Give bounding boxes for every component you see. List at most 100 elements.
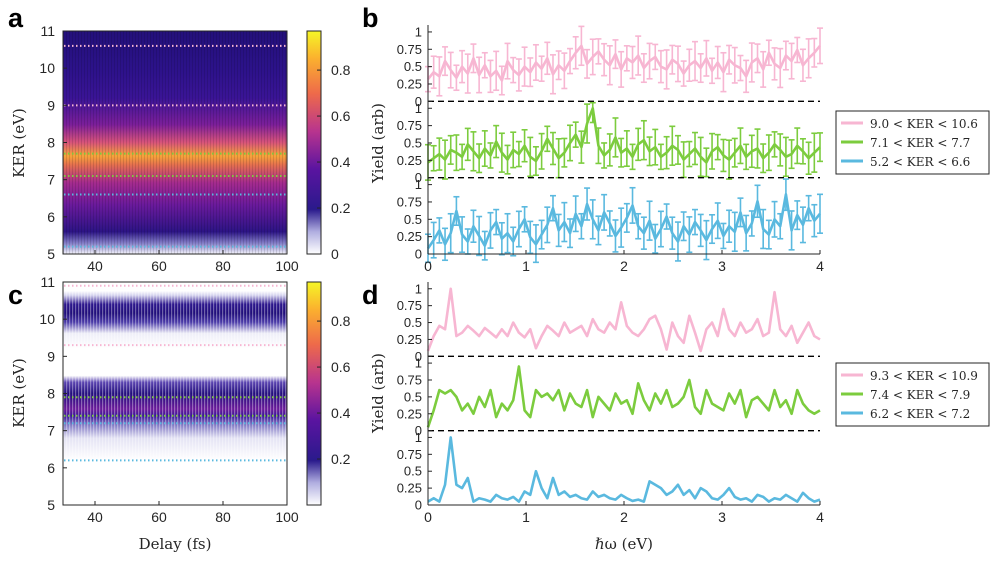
legend-label: 5.2 < KER < 6.6 [870,155,970,169]
y-tick-label: 0.25 [397,229,422,244]
series-line [427,436,821,503]
x-tick-label: 3 [718,258,726,274]
legend-label: 9.0 < KER < 10.6 [870,117,978,131]
line-chart-d: 00.250.50.75100.250.50.75100.250.50.7510… [397,281,824,525]
x-tick-label: 4 [816,258,824,274]
y-tick-label: 1 [415,177,422,192]
y-tick-label: 0.25 [397,76,422,91]
y-tick-label: 0 [415,94,422,109]
colorbar-c-bar [306,281,322,506]
y-tick-label: 6 [47,209,55,225]
y-tick-label: 0 [415,247,422,262]
y-tick-label: 0.75 [397,372,422,387]
x-tick-label: 3 [718,509,726,525]
colorbar-c-ticks: 0.2 0.4 0.6 0.8 [317,313,351,467]
y-tick-label: 0.5 [404,135,422,150]
colorbar-tick-label: 0.2 [331,451,351,467]
heatmap-c-xlabel: Delay (fs) [139,535,212,553]
y-tick-label: 0.25 [397,153,422,168]
colorbar-tick-label: 0.4 [331,405,351,421]
y-tick-label: 0 [415,498,422,513]
y-tick-label: 1 [415,356,422,371]
colorbar-tick-label: 0.2 [331,200,351,216]
y-tick-label: 1 [415,281,422,296]
y-tick-label: 0.75 [397,447,422,462]
x-tick-label: 40 [87,258,103,274]
y-tick-label: 0 [415,170,422,185]
y-tick-label: 0.75 [397,42,422,57]
y-tick-label: 0.75 [397,118,422,133]
y-tick-label: 0.25 [397,332,422,347]
heatmap-c-ylabel: KER (eV) [10,358,28,428]
line-chart-b: 00.250.50.75100.250.50.75100.250.50.7510… [397,24,824,274]
x-tick-label: 60 [151,509,167,525]
heatmap-a-axes: 40 60 80 100 5 6 7 8 9 10 11 [39,23,298,274]
y-tick-label: 0.25 [397,406,422,421]
panel-label-a: a [8,3,24,33]
line-chart-d-xlabel: ℏω (eV) [595,535,653,553]
colorbar-tick-label: 0.6 [331,359,351,375]
y-tick-label: 0.5 [404,212,422,227]
heatmap-c-axes: 40 60 80 100 5 6 7 8 9 10 11 [39,274,298,525]
series-line [426,365,821,428]
series-line [427,106,821,164]
line-chart-b-ylabel: Yield (arb) [369,103,387,184]
heatmap-c-texture [63,282,287,505]
colorbar-tick-label: 0.6 [331,108,351,124]
panel-label-d: d [362,280,379,310]
y-tick-label: 8 [47,386,55,402]
heatmap-a [62,30,288,255]
panel-label-c: c [8,280,23,310]
y-tick-label: 0.5 [404,464,422,479]
y-tick-label: 9 [47,348,55,364]
y-tick-label: 0 [415,423,422,438]
y-tick-label: 0.5 [404,59,422,74]
y-tick-label: 5 [47,246,55,262]
colorbar-c [306,281,322,506]
x-tick-label: 80 [215,258,231,274]
y-tick-label: 11 [40,23,55,39]
x-tick-label: 2 [620,509,628,525]
colorbar-tick-label: 0.8 [331,313,351,329]
x-tick-label: 100 [275,258,299,274]
y-tick-label: 11 [40,274,55,290]
series-line [426,44,822,82]
heatmap-a-band-lines [64,44,286,248]
x-tick-label: 1 [522,258,530,274]
heatmap-c [62,281,288,506]
colorbar-tick-label: 0.8 [331,62,351,78]
colorbar-a [306,30,322,255]
legend-label: 9.3 < KER < 10.9 [870,369,978,383]
colorbar-tick-label: 0.4 [331,154,351,170]
x-tick-label: 100 [275,509,299,525]
y-tick-label: 10 [39,60,55,76]
y-tick-label: 5 [47,497,55,513]
x-tick-label: 60 [151,258,167,274]
y-tick-label: 7 [47,423,55,439]
legend-d: 9.3 < KER < 10.9 7.4 < KER < 7.9 6.2 < KER… [835,362,990,427]
x-tick-label: 40 [87,509,103,525]
colorbar-a-ticks: 0 0.2 0.4 0.6 0.8 [317,62,351,262]
legend-label: 6.2 < KER < 7.2 [870,407,970,421]
y-tick-label: 10 [39,311,55,327]
heatmap-c-band-lines [64,284,286,462]
y-tick-label: 1 [415,101,422,116]
y-tick-label: 0.5 [404,315,422,330]
series-line [426,287,821,353]
y-tick-label: 1 [415,430,422,445]
y-tick-label: 0.5 [404,389,422,404]
heatmap-a-ylabel: KER (eV) [10,108,28,178]
legend-label: 7.4 < KER < 7.9 [870,388,970,402]
line-chart-d-ylabel: Yield (arb) [369,353,387,434]
x-tick-label: 80 [215,509,231,525]
y-tick-label: 8 [47,135,55,151]
y-tick-label: 0.75 [397,298,422,313]
x-tick-label: 0 [424,509,432,525]
legend-label: 7.1 < KER < 7.7 [870,136,970,150]
y-tick-label: 9 [47,97,55,113]
y-tick-label: 6 [47,460,55,476]
y-tick-label: 1 [415,24,422,39]
panel-label-b: b [362,3,379,33]
x-tick-label: 0 [424,258,432,274]
